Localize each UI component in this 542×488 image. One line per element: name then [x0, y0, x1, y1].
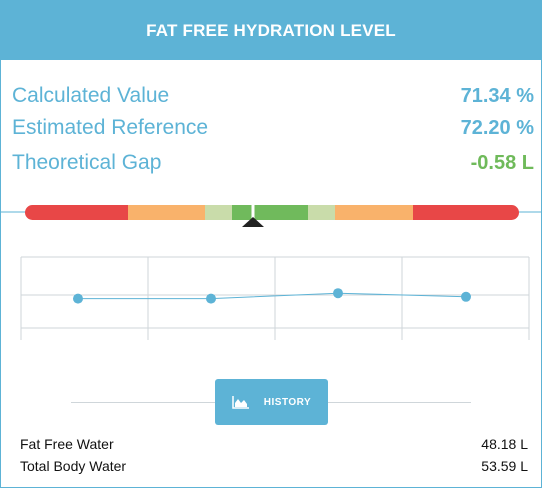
history-chart [20, 256, 530, 340]
gauge-segment-light-green [308, 205, 335, 220]
gauge-pointer-icon [242, 217, 264, 227]
water-label: Fat Free Water [20, 436, 114, 452]
data-point[interactable] [73, 293, 83, 304]
water-row-fat-free: Fat Free Water 48.18 L [20, 434, 528, 454]
gauge-segment-red [413, 205, 519, 220]
area-chart-icon [232, 396, 249, 409]
card-title: FAT FREE HYDRATION LEVEL [146, 20, 396, 40]
metric-row-estimated: Estimated Reference 72.20 % [12, 113, 534, 143]
hydration-gauge [1, 203, 541, 227]
water-value: 53.59 L [481, 458, 528, 474]
metric-value: 71.34 % [460, 84, 534, 107]
metric-label: Calculated Value [12, 84, 170, 107]
gauge-segment-orange [128, 205, 205, 220]
history-section: HISTORY [1, 371, 541, 431]
metric-value: -0.58 L [470, 151, 534, 174]
history-button[interactable]: HISTORY [215, 379, 328, 425]
data-point[interactable] [461, 291, 471, 302]
water-value: 48.18 L [481, 436, 528, 452]
series-line [78, 292, 467, 300]
metric-label: Estimated Reference [12, 116, 209, 139]
water-label: Total Body Water [20, 458, 127, 474]
water-row-total: Total Body Water 53.59 L [20, 456, 528, 476]
history-button-label: HISTORY [263, 396, 312, 408]
metric-value: 72.20 % [460, 116, 534, 139]
gauge-segment-light-green [205, 205, 232, 220]
metric-label: Theoretical Gap [12, 151, 162, 174]
card-header: FAT FREE HYDRATION LEVEL [1, 1, 541, 60]
gauge-segment-orange [335, 205, 413, 220]
gauge-segment-green [232, 205, 308, 220]
data-point[interactable] [333, 288, 343, 299]
metric-row-calculated: Calculated Value 71.34 % [12, 81, 534, 111]
data-point[interactable] [206, 293, 216, 304]
gauge-segment-red [25, 205, 128, 220]
metric-row-gap: Theoretical Gap -0.58 L [12, 148, 534, 178]
